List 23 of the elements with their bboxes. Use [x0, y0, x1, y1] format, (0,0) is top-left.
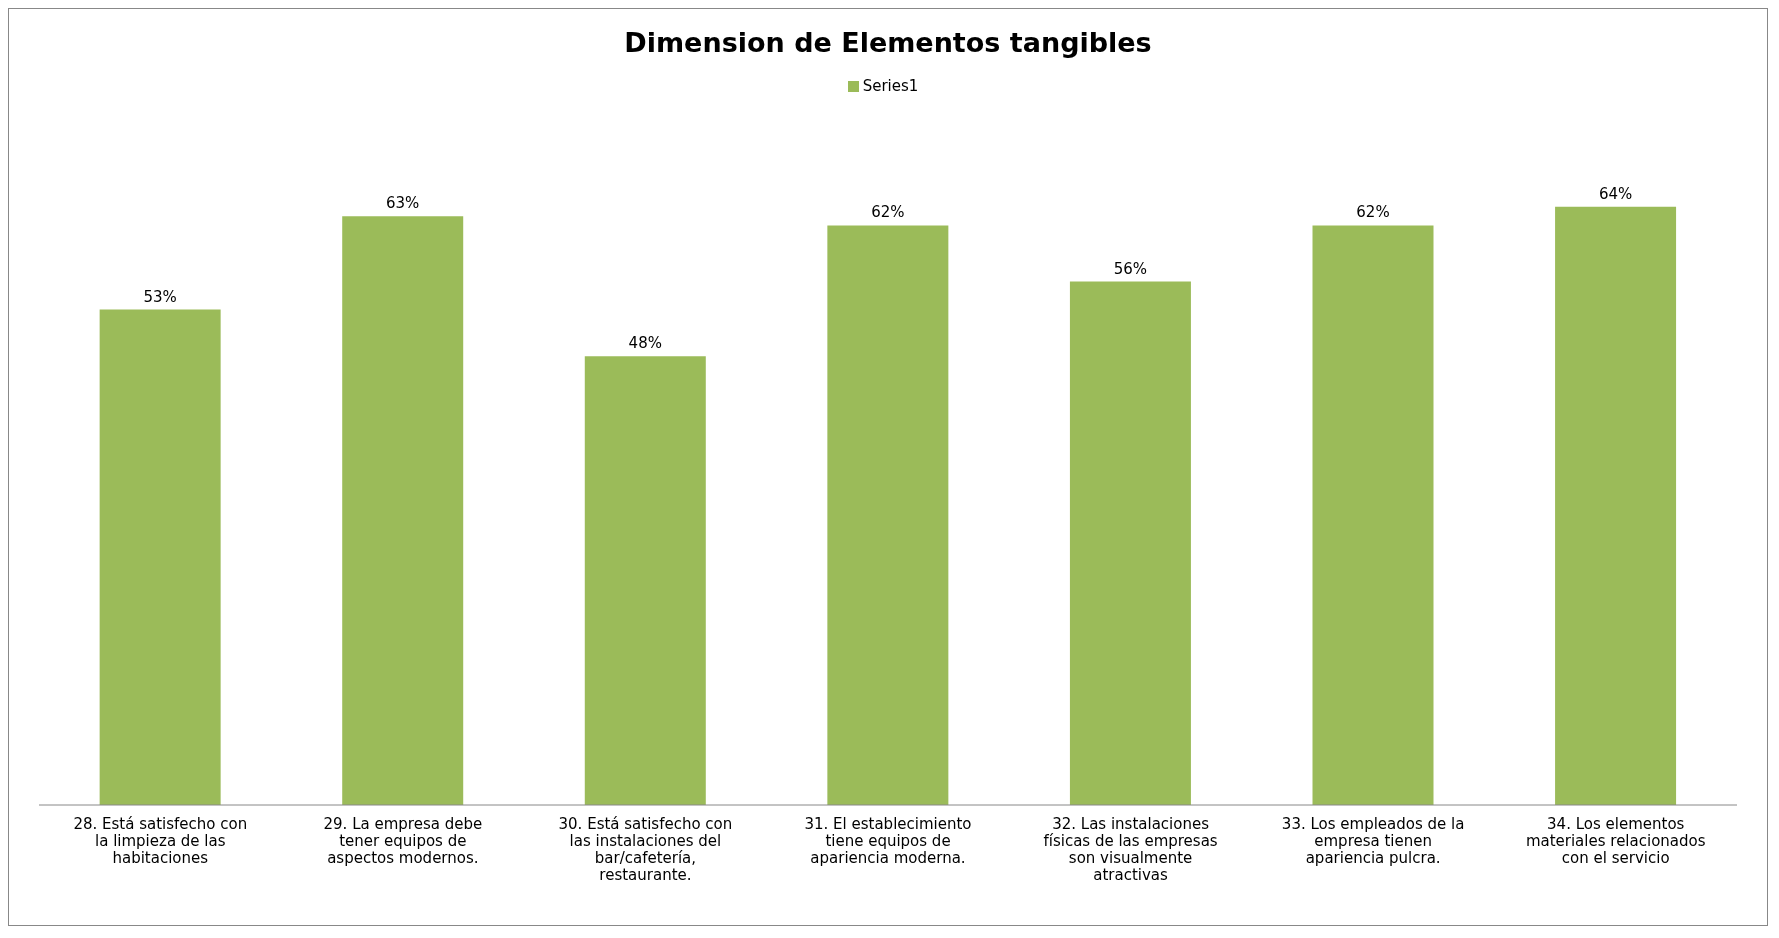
x-tick-label: 29. La empresa debe tener equipos de aspectos modernos. — [323, 815, 483, 867]
x-tick-label: 30. Está satisfecho con las instalaciones del bar/cafetería, restaurante. — [558, 815, 733, 884]
data-label: 64% — [1598, 184, 1633, 203]
x-tick-label: 33. Los empleados de la empresa tienen apariencia pulcra. — [1281, 815, 1465, 867]
bar — [1312, 225, 1434, 805]
bar — [1069, 281, 1191, 805]
data-label: 63% — [386, 194, 420, 213]
data-label: 56% — [1113, 259, 1148, 278]
legend-label: Series1 — [862, 77, 919, 95]
bar — [827, 225, 949, 805]
chart-title: Dimension de Elementos tangibles — [623, 26, 1153, 60]
x-tick-label: 32. Las instalaciones físicas de las empresas son visualmente atractivas — [1043, 815, 1218, 884]
x-tick-label: 34. Los elementos materiales relacionados con el servicio — [1525, 815, 1706, 867]
bar — [1555, 206, 1677, 805]
bar — [584, 356, 706, 805]
data-label: 62% — [871, 203, 905, 222]
x-tick-label: 28. Está satisfecho con la limpieza de las habitaciones — [73, 815, 248, 867]
data-label: 53% — [143, 287, 177, 306]
x-tick-label: 31. El establecimiento tiene equipos de apariencia moderna. — [804, 815, 972, 867]
data-label: 48% — [628, 334, 662, 353]
bar — [99, 309, 221, 805]
data-label: 62% — [1356, 203, 1390, 222]
bar — [342, 216, 464, 805]
